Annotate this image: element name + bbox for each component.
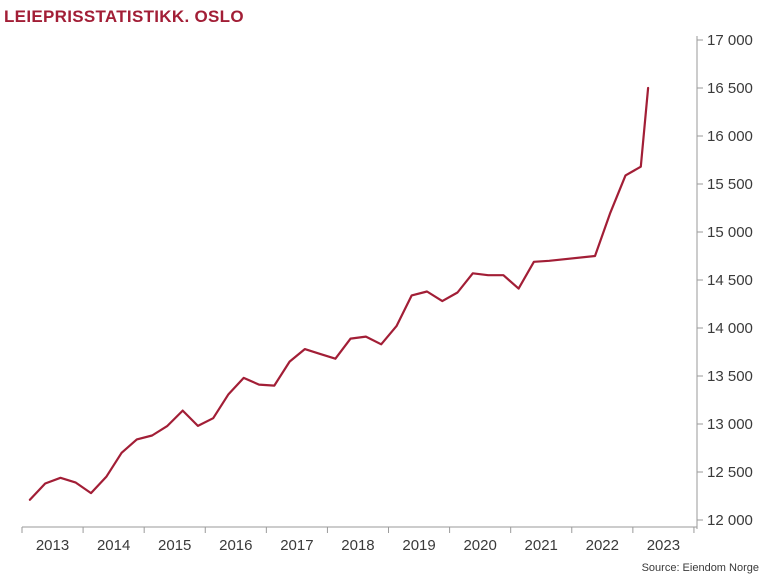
y-tick-label: 16 500 — [707, 80, 753, 97]
x-tick-label: 2016 — [219, 537, 252, 554]
y-tick-label: 15 500 — [707, 176, 753, 193]
x-tick-label: 2018 — [341, 537, 374, 554]
source-note: Source: Eiendom Norge — [642, 562, 759, 574]
series-group — [28, 86, 650, 501]
x-tick-label: 2015 — [158, 537, 191, 554]
y-tick-label: 13 500 — [707, 368, 753, 385]
x-tick-label: 2023 — [647, 537, 680, 554]
y-tick-label: 15 000 — [707, 224, 753, 241]
y-tick-label: 12 000 — [707, 512, 753, 529]
y-tick-label: 17 000 — [707, 32, 753, 49]
x-tick-label: 2022 — [586, 537, 619, 554]
x-tick-label: 2017 — [280, 537, 313, 554]
x-tick-label: 2013 — [36, 537, 69, 554]
y-axis: 12 000 12 500 13 000 13 500 14 000 14 500 15 0… — [696, 32, 753, 529]
series-line — [28, 86, 650, 501]
chart-title: LEIEPRISSTATISTIKK. OSLO — [4, 7, 244, 26]
x-tick-label: 2014 — [97, 537, 130, 554]
x-tick-label: 2020 — [463, 537, 496, 554]
y-tick-label: 14 000 — [707, 320, 753, 337]
x-axis: 2013 2014 2015 2016 2017 2018 2019 2020 2021 2022… — [21, 526, 697, 554]
y-tick-label: 13 000 — [707, 416, 753, 433]
y-tick-label: 12 500 — [707, 464, 753, 481]
x-tick-label: 2021 — [525, 537, 558, 554]
y-tick-label: 14 500 — [707, 272, 753, 289]
x-tick-label: 2019 — [402, 537, 435, 554]
y-tick-label: 16 000 — [707, 128, 753, 145]
